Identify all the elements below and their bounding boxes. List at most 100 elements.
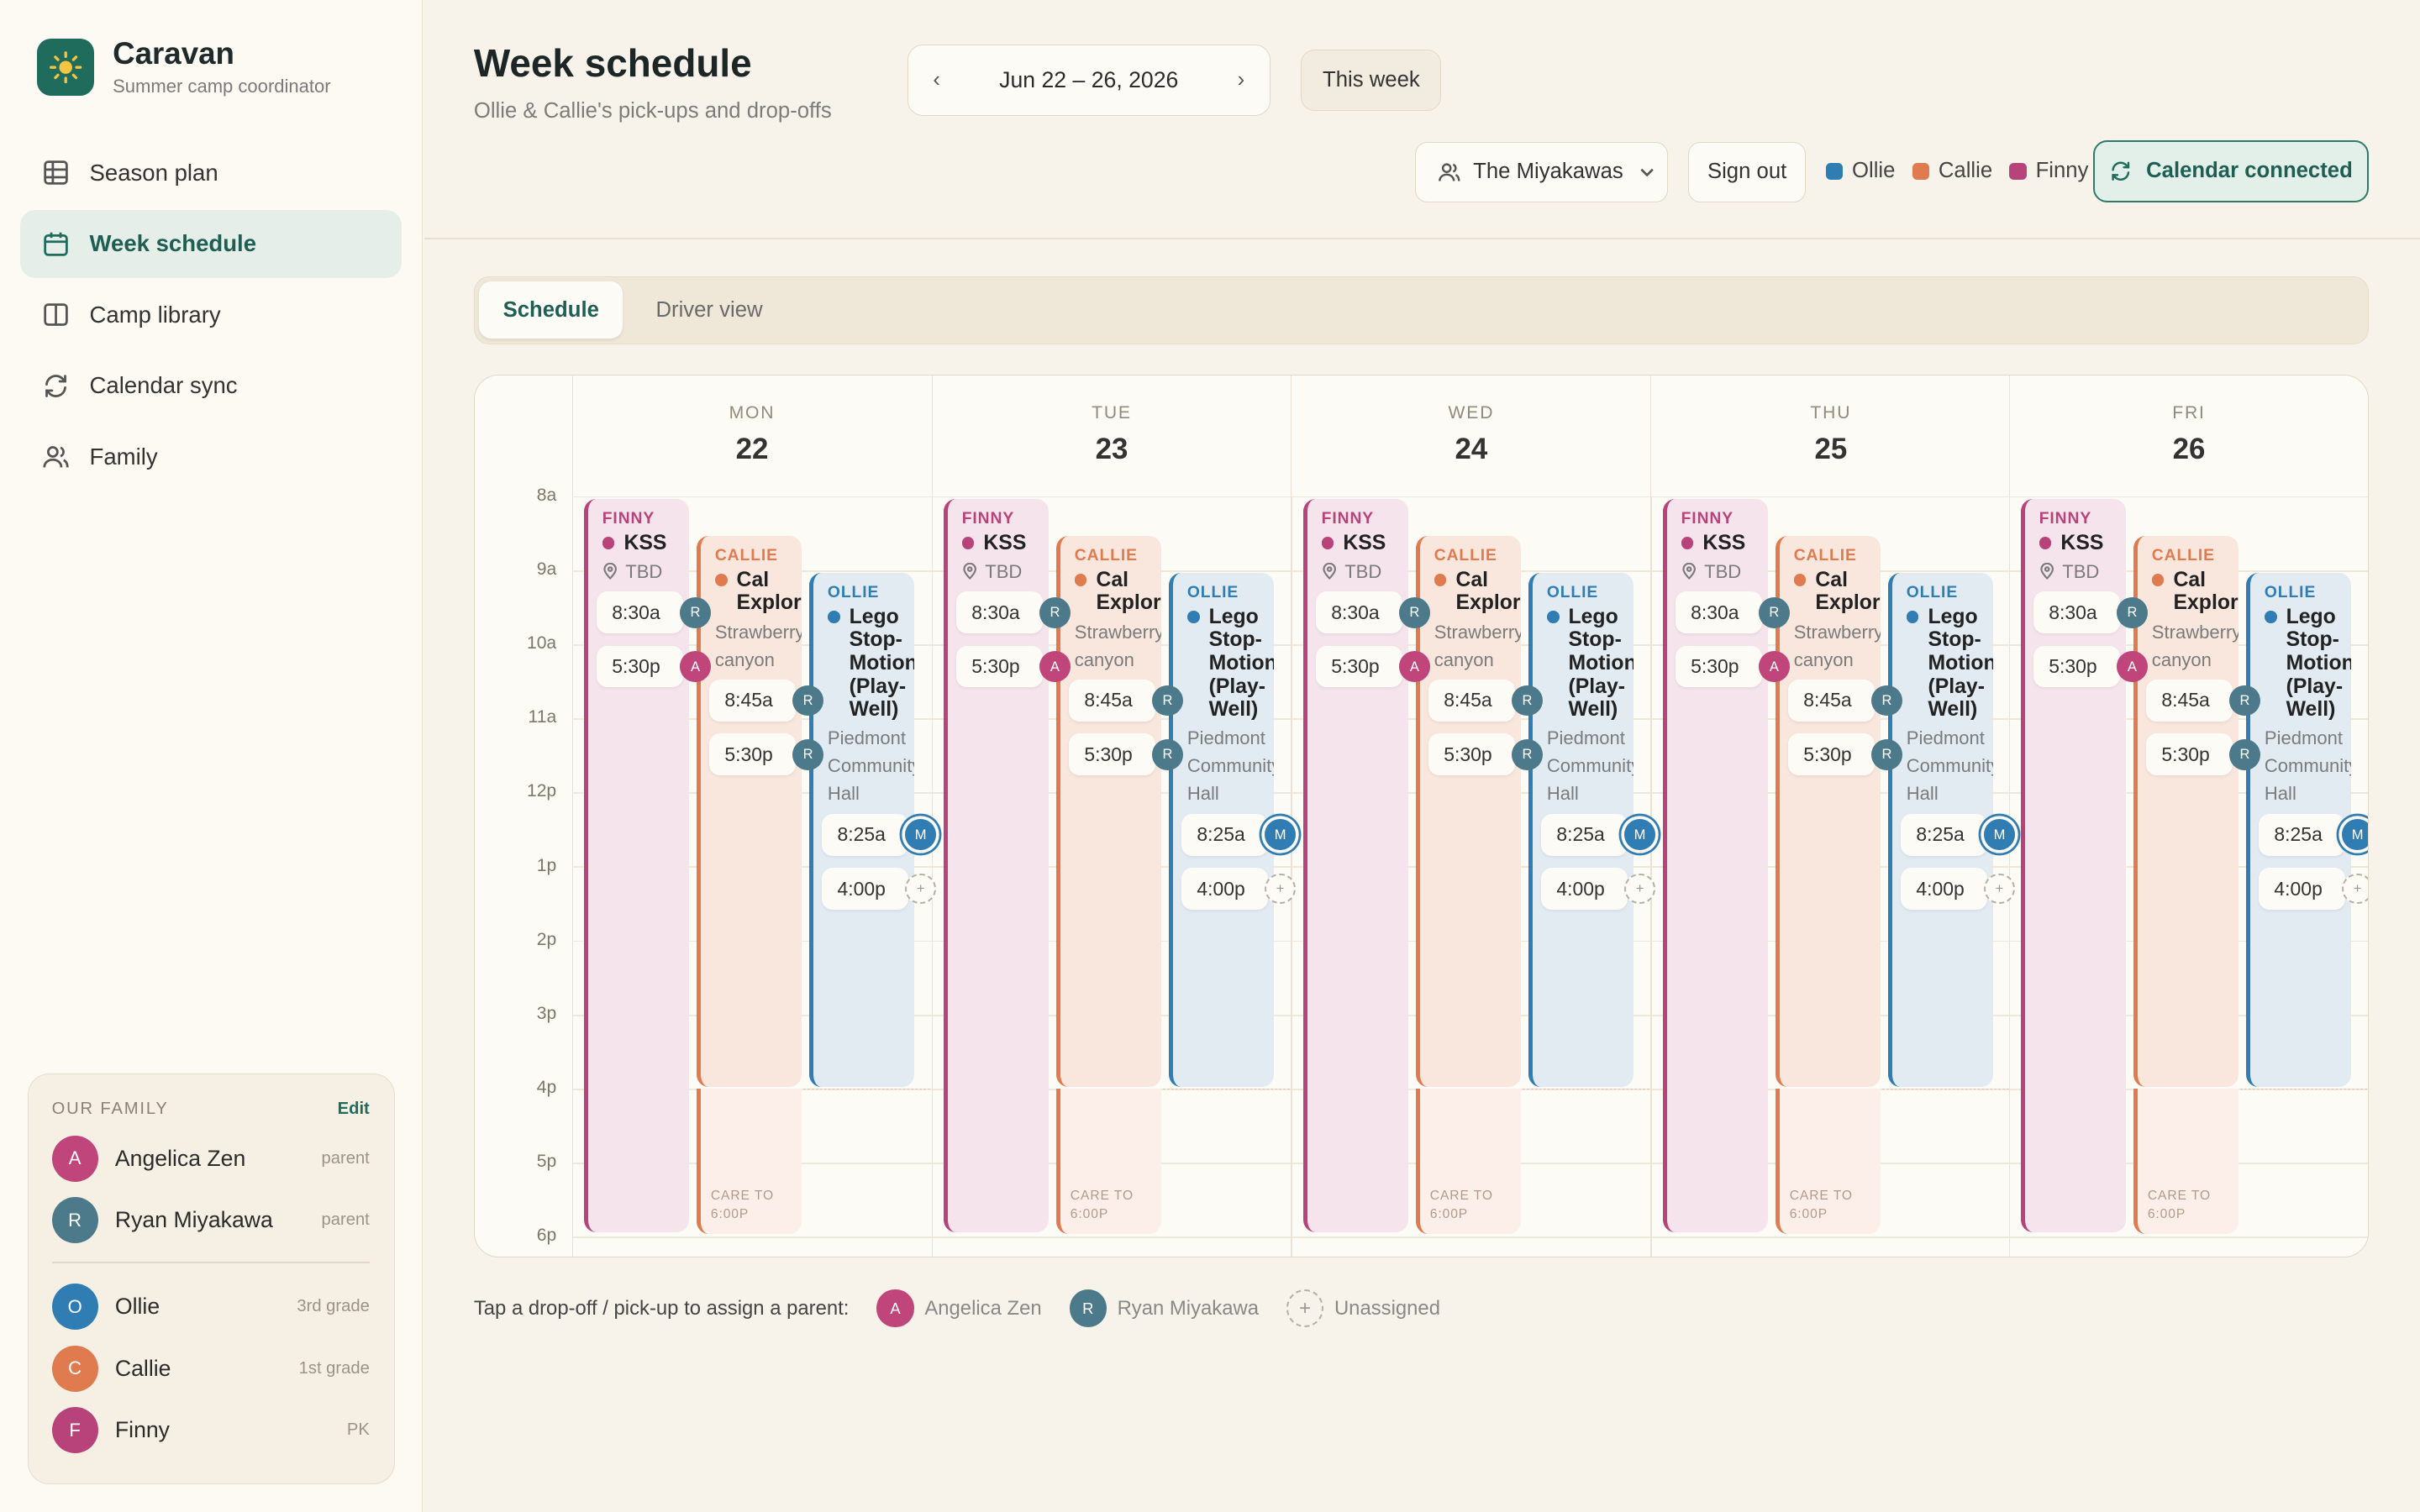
dropoff-pill[interactable]: 8:30a: [955, 591, 1043, 634]
pickup-pill[interactable]: 4:00p: [1541, 868, 1628, 910]
unassigned-driver-icon[interactable]: +: [2342, 873, 2369, 905]
dropoff-pill[interactable]: 8:30a: [1315, 591, 1402, 634]
transfer-time: 8:25a: [1197, 823, 1245, 846]
after-care-block: [2133, 1088, 2239, 1234]
driver-avatar[interactable]: R: [2117, 596, 2148, 628]
dropoff-pill[interactable]: 8:45a: [1068, 680, 1155, 722]
dropoff-pill[interactable]: 8:30a: [2033, 591, 2120, 634]
calendar-connected-button[interactable]: Calendar connected: [2092, 140, 2370, 202]
assign-name: Angelica Zen: [924, 1296, 1042, 1320]
pickup-pill[interactable]: 4:00p: [1181, 868, 1268, 910]
unassigned-driver-icon[interactable]: +: [1984, 873, 2015, 905]
driver-avatar[interactable]: A: [1758, 651, 1790, 682]
pickup-pill[interactable]: 5:30p: [2145, 733, 2233, 775]
tab-driver-view[interactable]: Driver view: [655, 297, 763, 322]
location-pin-icon: [963, 563, 976, 580]
driver-avatar[interactable]: R: [2229, 685, 2260, 717]
dropoff-pill[interactable]: 8:45a: [2145, 680, 2233, 722]
pickup-pill[interactable]: 4:00p: [2259, 868, 2345, 910]
dropoff-pill[interactable]: 8:25a: [1181, 813, 1268, 856]
dropoff-pill[interactable]: 8:45a: [1787, 680, 1875, 722]
family-member[interactable]: A Angelica Zen parent: [29, 1128, 394, 1189]
event-camp-name: Cal Explorers: [1455, 568, 1521, 615]
pickup-pill[interactable]: 5:30p: [1315, 645, 1402, 688]
family-card: OUR FAMILY Edit A Angelica Zen parent R …: [28, 1074, 396, 1484]
driver-avatar[interactable]: R: [1512, 685, 1543, 717]
camp-event[interactable]: CALLIE Cal Explorers Strawberry canyon: [1056, 536, 1162, 1088]
family-member[interactable]: F Finny PK: [29, 1399, 394, 1461]
sidebar-item-calendar-sync[interactable]: Calendar sync: [20, 352, 402, 420]
pickup-pill[interactable]: 5:30p: [709, 733, 796, 775]
driver-avatar[interactable]: M: [905, 819, 936, 851]
this-week-button[interactable]: This week: [1301, 49, 1442, 112]
pickup-pill[interactable]: 5:30p: [1787, 733, 1875, 775]
sidebar-item-season-plan[interactable]: Season plan: [20, 139, 402, 207]
camp-event[interactable]: CALLIE Cal Explorers Strawberry canyon: [697, 536, 802, 1088]
dropoff-pill[interactable]: 8:45a: [709, 680, 796, 722]
driver-avatar[interactable]: R: [1399, 596, 1430, 628]
dropoff-pill[interactable]: 8:45a: [1428, 680, 1515, 722]
week-calendar-grid: 8a 9a 10a 11a 12p 1p 2p 3p 4p 5p 6p MON 22 FINNY K…: [473, 375, 2370, 1257]
driver-avatar[interactable]: A: [680, 651, 711, 682]
pickup-pill[interactable]: 5:30p: [955, 645, 1043, 688]
camp-event[interactable]: CALLIE Cal Explorers Strawberry canyon: [2133, 536, 2239, 1088]
event-location: Strawberry canyon: [714, 621, 802, 670]
edit-family-link[interactable]: Edit: [337, 1099, 370, 1118]
driver-avatar[interactable]: R: [1871, 685, 1902, 717]
family-member[interactable]: O Ollie 3rd grade: [29, 1276, 394, 1337]
dropoff-pill[interactable]: 8:25a: [1900, 813, 1987, 856]
driver-avatar[interactable]: R: [1871, 738, 1902, 770]
driver-avatar[interactable]: R: [792, 685, 823, 717]
sidebar-item-family[interactable]: Family: [20, 423, 402, 491]
brand[interactable]: Caravan Summer camp coordinator: [37, 36, 331, 97]
pickup-pill[interactable]: 5:30p: [1428, 733, 1515, 775]
driver-avatar[interactable]: R: [1152, 685, 1183, 717]
driver-avatar[interactable]: A: [2117, 651, 2148, 682]
driver-avatar[interactable]: A: [1039, 651, 1071, 682]
dropoff-pill[interactable]: 8:30a: [1675, 591, 1762, 634]
dropoff-pill[interactable]: 8:30a: [596, 591, 683, 634]
driver-avatar[interactable]: R: [680, 596, 711, 628]
pickup-pill[interactable]: 5:30p: [2033, 645, 2120, 688]
tab-schedule[interactable]: Schedule: [479, 281, 623, 339]
driver-avatar[interactable]: R: [1152, 738, 1183, 770]
driver-avatar[interactable]: A: [1399, 651, 1430, 682]
location-pin-icon: [2040, 563, 2054, 580]
unassigned-driver-icon[interactable]: +: [1265, 873, 1296, 905]
dropoff-pill[interactable]: 8:25a: [1541, 813, 1628, 856]
driver-avatar[interactable]: R: [2229, 738, 2260, 770]
pickup-pill[interactable]: 5:30p: [596, 645, 683, 688]
sidebar-item-week-schedule[interactable]: Week schedule: [19, 209, 402, 278]
driver-avatar[interactable]: M: [1624, 819, 1655, 851]
driver-avatar[interactable]: R: [1512, 738, 1543, 770]
driver-avatar[interactable]: M: [1984, 819, 2015, 851]
pickup-pill[interactable]: 4:00p: [1900, 868, 1987, 910]
pickup-pill[interactable]: 5:30p: [1068, 733, 1155, 775]
camp-event[interactable]: CALLIE Cal Explorers Strawberry canyon: [1776, 536, 1881, 1088]
unassigned-driver-icon[interactable]: +: [1624, 873, 1655, 905]
next-week-button[interactable]: ›: [1237, 67, 1245, 92]
event-location: TBD: [1344, 560, 1382, 582]
family-select[interactable]: The Miyakawas: [1415, 141, 1669, 202]
prev-week-button[interactable]: ‹: [933, 67, 940, 92]
driver-avatar[interactable]: R: [792, 738, 823, 770]
dropoff-pill[interactable]: 8:25a: [2259, 813, 2345, 856]
driver-avatar[interactable]: M: [2342, 819, 2369, 851]
family-member[interactable]: R Ryan Miyakawa parent: [29, 1189, 394, 1251]
camp-event[interactable]: CALLIE Cal Explorers Strawberry canyon: [1416, 536, 1522, 1088]
driver-avatar[interactable]: R: [1039, 596, 1071, 628]
pickup-pill[interactable]: 5:30p: [1675, 645, 1762, 688]
dropoff-pill[interactable]: 8:25a: [822, 813, 908, 856]
family-member[interactable]: C Callie 1st grade: [29, 1337, 394, 1399]
hour-gridline: [571, 496, 2369, 498]
transfer-time: 5:30p: [2049, 655, 2097, 678]
after-care-label: CARE TO 6:00P: [1071, 1187, 1134, 1224]
driver-avatar[interactable]: R: [1758, 596, 1790, 628]
day-date: 22: [735, 433, 769, 466]
sidebar-item-camp-library[interactable]: Camp library: [20, 281, 402, 349]
driver-avatar[interactable]: M: [1265, 819, 1296, 851]
pickup-pill[interactable]: 4:00p: [822, 868, 908, 910]
event-camp-name: KSS: [1702, 531, 1746, 554]
unassigned-driver-icon[interactable]: +: [905, 873, 936, 905]
sign-out-button[interactable]: Sign out: [1688, 141, 1806, 202]
